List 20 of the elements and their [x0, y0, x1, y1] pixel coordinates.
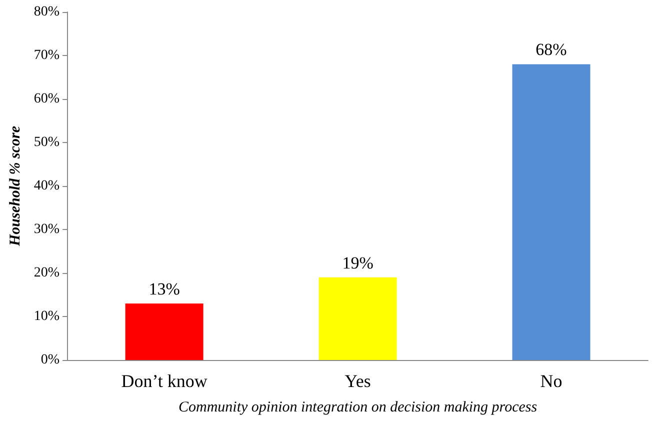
y-tick-label: 80%	[34, 4, 60, 20]
y-tick-label: 10%	[34, 309, 60, 324]
data-label: 68%	[536, 40, 567, 60]
y-tick-label: 40%	[34, 178, 60, 194]
bar	[318, 277, 397, 360]
y-tick-label: 60%	[34, 92, 60, 106]
bar	[512, 64, 590, 360]
y-tick-label: 0%	[40, 352, 60, 368]
data-label: 13%	[148, 279, 180, 298]
x-tick-label: Don’t know	[121, 371, 208, 391]
x-axis-title: Community opinion integration on decision making process	[178, 400, 538, 416]
y-tick-label: 30%	[34, 222, 60, 237]
x-tick-label: Yes	[344, 371, 371, 391]
bar	[125, 303, 204, 360]
data-label: 19%	[342, 253, 374, 272]
x-tick-label: No	[540, 371, 562, 391]
y-tick-label: 70%	[34, 48, 60, 63]
y-axis-title: Household % score	[8, 126, 24, 247]
y-tick-label: 50%	[34, 135, 60, 150]
y-tick-label: 20%	[34, 266, 60, 280]
